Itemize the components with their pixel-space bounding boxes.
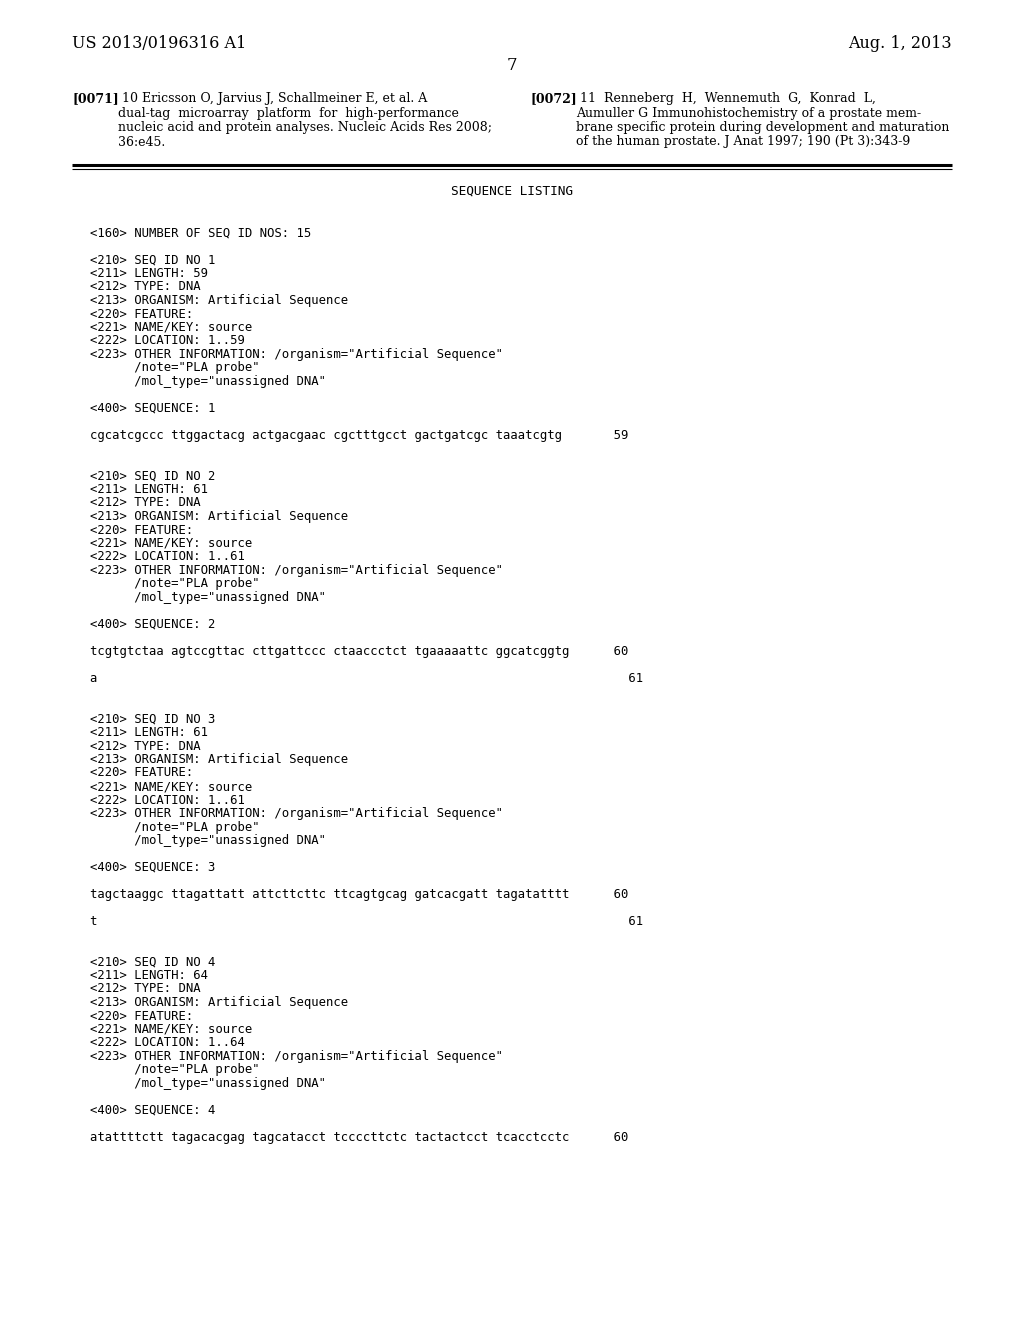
Text: 10 Ericsson O, Jarvius J, Schallmeiner E, et al. A: 10 Ericsson O, Jarvius J, Schallmeiner E… xyxy=(118,92,427,106)
Text: <211> LENGTH: 64: <211> LENGTH: 64 xyxy=(90,969,208,982)
Text: atattttctt tagacacgag tagcatacct tccccttctc tactactcct tcacctcctc      60: atattttctt tagacacgag tagcatacct tcccctt… xyxy=(90,1131,629,1144)
Text: 36:e45.: 36:e45. xyxy=(118,136,165,149)
Text: /mol_type="unassigned DNA": /mol_type="unassigned DNA" xyxy=(90,1077,326,1090)
Text: cgcatcgccc ttggactacg actgacgaac cgctttgcct gactgatcgc taaatcgtg       59: cgcatcgccc ttggactacg actgacgaac cgctttg… xyxy=(90,429,629,442)
Text: <221> NAME/KEY: source: <221> NAME/KEY: source xyxy=(90,537,252,550)
Text: <212> TYPE: DNA: <212> TYPE: DNA xyxy=(90,739,201,752)
Text: <222> LOCATION: 1..64: <222> LOCATION: 1..64 xyxy=(90,1036,245,1049)
Text: nucleic acid and protein analyses. Nucleic Acids Res 2008;: nucleic acid and protein analyses. Nucle… xyxy=(118,121,492,135)
Text: <221> NAME/KEY: source: <221> NAME/KEY: source xyxy=(90,780,252,793)
Text: of the human prostate. J Anat 1997; 190 (Pt 3):343-9: of the human prostate. J Anat 1997; 190 … xyxy=(575,136,910,149)
Text: <400> SEQUENCE: 4: <400> SEQUENCE: 4 xyxy=(90,1104,215,1117)
Text: [0072]: [0072] xyxy=(530,92,577,106)
Text: Aumuller G Immunohistochemistry of a prostate mem-: Aumuller G Immunohistochemistry of a pro… xyxy=(575,107,922,120)
Text: SEQUENCE LISTING: SEQUENCE LISTING xyxy=(451,185,573,198)
Text: tagctaaggc ttagattatt attcttcttc ttcagtgcag gatcacgatt tagatatttt      60: tagctaaggc ttagattatt attcttcttc ttcagtg… xyxy=(90,888,629,902)
Text: <222> LOCATION: 1..61: <222> LOCATION: 1..61 xyxy=(90,550,245,564)
Text: <211> LENGTH: 59: <211> LENGTH: 59 xyxy=(90,267,208,280)
Text: t                                                                        61: t 61 xyxy=(90,915,643,928)
Text: <220> FEATURE:: <220> FEATURE: xyxy=(90,767,194,780)
Text: /note="PLA probe": /note="PLA probe" xyxy=(90,578,260,590)
Text: tcgtgtctaa agtccgttac cttgattccc ctaaccctct tgaaaaattc ggcatcggtg      60: tcgtgtctaa agtccgttac cttgattccc ctaaccc… xyxy=(90,645,629,657)
Text: 11  Renneberg  H,  Wennemuth  G,  Konrad  L,: 11 Renneberg H, Wennemuth G, Konrad L, xyxy=(575,92,876,106)
Text: <160> NUMBER OF SEQ ID NOS: 15: <160> NUMBER OF SEQ ID NOS: 15 xyxy=(90,227,311,239)
Text: <213> ORGANISM: Artificial Sequence: <213> ORGANISM: Artificial Sequence xyxy=(90,294,348,308)
Text: brane specific protein during development and maturation: brane specific protein during developmen… xyxy=(575,121,949,135)
Text: dual-tag  microarray  platform  for  high-performance: dual-tag microarray platform for high-pe… xyxy=(118,107,459,120)
Text: <400> SEQUENCE: 3: <400> SEQUENCE: 3 xyxy=(90,861,215,874)
Text: a                                                                        61: a 61 xyxy=(90,672,643,685)
Text: US 2013/0196316 A1: US 2013/0196316 A1 xyxy=(72,36,246,51)
Text: <211> LENGTH: 61: <211> LENGTH: 61 xyxy=(90,483,208,496)
Text: <213> ORGANISM: Artificial Sequence: <213> ORGANISM: Artificial Sequence xyxy=(90,510,348,523)
Text: 7: 7 xyxy=(507,57,517,74)
Text: <210> SEQ ID NO 4: <210> SEQ ID NO 4 xyxy=(90,956,215,969)
Text: <222> LOCATION: 1..59: <222> LOCATION: 1..59 xyxy=(90,334,245,347)
Text: <210> SEQ ID NO 1: <210> SEQ ID NO 1 xyxy=(90,253,215,267)
Text: /note="PLA probe": /note="PLA probe" xyxy=(90,1064,260,1077)
Text: <220> FEATURE:: <220> FEATURE: xyxy=(90,1010,194,1023)
Text: <220> FEATURE:: <220> FEATURE: xyxy=(90,524,194,536)
Text: <212> TYPE: DNA: <212> TYPE: DNA xyxy=(90,982,201,995)
Text: <211> LENGTH: 61: <211> LENGTH: 61 xyxy=(90,726,208,739)
Text: <212> TYPE: DNA: <212> TYPE: DNA xyxy=(90,281,201,293)
Text: <213> ORGANISM: Artificial Sequence: <213> ORGANISM: Artificial Sequence xyxy=(90,752,348,766)
Text: /mol_type="unassigned DNA": /mol_type="unassigned DNA" xyxy=(90,375,326,388)
Text: /mol_type="unassigned DNA": /mol_type="unassigned DNA" xyxy=(90,591,326,605)
Text: <213> ORGANISM: Artificial Sequence: <213> ORGANISM: Artificial Sequence xyxy=(90,997,348,1008)
Text: <221> NAME/KEY: source: <221> NAME/KEY: source xyxy=(90,321,252,334)
Text: Aug. 1, 2013: Aug. 1, 2013 xyxy=(848,36,952,51)
Text: /note="PLA probe": /note="PLA probe" xyxy=(90,821,260,833)
Text: <400> SEQUENCE: 1: <400> SEQUENCE: 1 xyxy=(90,403,215,414)
Text: <223> OTHER INFORMATION: /organism="Artificial Sequence": <223> OTHER INFORMATION: /organism="Arti… xyxy=(90,1049,503,1063)
Text: <220> FEATURE:: <220> FEATURE: xyxy=(90,308,194,321)
Text: /note="PLA probe": /note="PLA probe" xyxy=(90,362,260,375)
Text: <210> SEQ ID NO 3: <210> SEQ ID NO 3 xyxy=(90,713,215,726)
Text: /mol_type="unassigned DNA": /mol_type="unassigned DNA" xyxy=(90,834,326,847)
Text: <223> OTHER INFORMATION: /organism="Artificial Sequence": <223> OTHER INFORMATION: /organism="Arti… xyxy=(90,807,503,820)
Text: <223> OTHER INFORMATION: /organism="Artificial Sequence": <223> OTHER INFORMATION: /organism="Arti… xyxy=(90,348,503,360)
Text: <212> TYPE: DNA: <212> TYPE: DNA xyxy=(90,496,201,510)
Text: <400> SEQUENCE: 2: <400> SEQUENCE: 2 xyxy=(90,618,215,631)
Text: <222> LOCATION: 1..61: <222> LOCATION: 1..61 xyxy=(90,793,245,807)
Text: <210> SEQ ID NO 2: <210> SEQ ID NO 2 xyxy=(90,470,215,483)
Text: <223> OTHER INFORMATION: /organism="Artificial Sequence": <223> OTHER INFORMATION: /organism="Arti… xyxy=(90,564,503,577)
Text: <221> NAME/KEY: source: <221> NAME/KEY: source xyxy=(90,1023,252,1036)
Text: [0071]: [0071] xyxy=(72,92,119,106)
